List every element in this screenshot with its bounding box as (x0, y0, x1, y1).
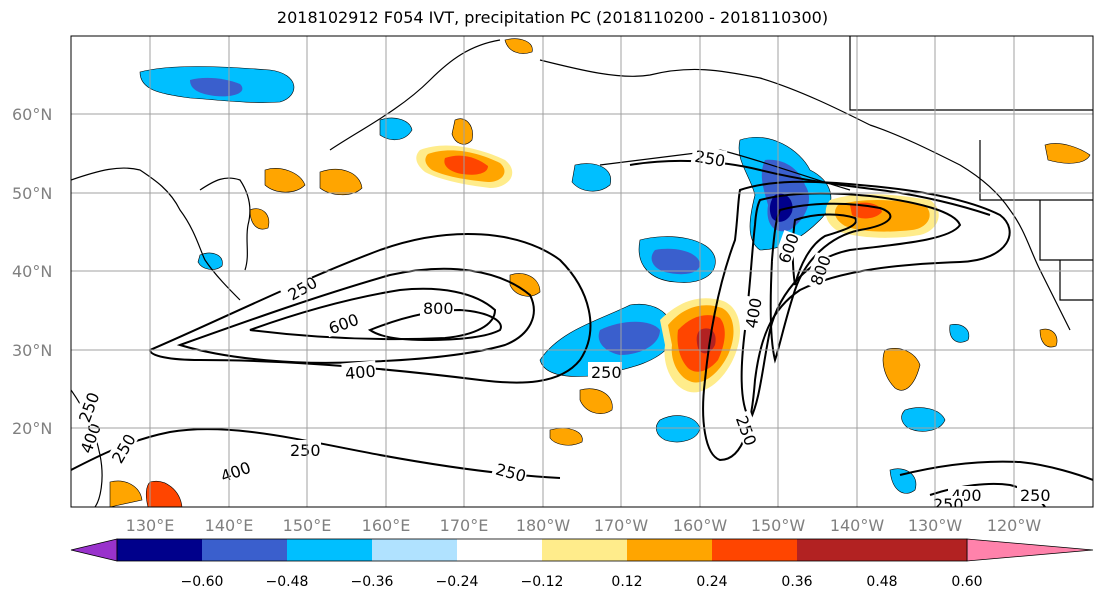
precip-region-positive (444, 155, 488, 175)
precip-region-positive (249, 208, 270, 230)
precip-region-negative (889, 468, 917, 494)
colorbar-segment (287, 539, 372, 561)
precip-region-positive (504, 38, 533, 54)
ivt-contour-400 (176, 267, 535, 364)
gridlines (71, 36, 1093, 507)
precip-region-negative (901, 407, 946, 432)
colorbar-tick-label: −0.36 (351, 574, 394, 590)
colorbar-tick-label: 0.36 (781, 574, 812, 590)
lon-tick-label: 130°E (126, 516, 175, 535)
ivt-label: 800 (423, 299, 454, 318)
colorbar-segment (797, 539, 882, 561)
lat-tick-label: 20°N (12, 419, 52, 438)
ivt-label: 250 (290, 441, 321, 460)
lon-tick-label: 150°E (283, 516, 332, 535)
precip-region-positive (1044, 143, 1091, 164)
lat-tick-label: 60°N (12, 105, 52, 124)
precip-region-positive (509, 273, 541, 297)
ivt-contour-250 (148, 232, 592, 384)
precip-region-positive (319, 168, 363, 196)
lon-tick-label: 170°E (440, 516, 489, 535)
colorbar-segment (627, 539, 712, 561)
lat-axis: 20°N 30°N 40°N 50°N 60°N (12, 105, 52, 438)
colorbar-tick-label: −0.60 (181, 574, 224, 590)
colorbar-segment (882, 539, 967, 561)
ivt-contour-250 (899, 460, 1093, 481)
precip-region-negative (651, 248, 700, 275)
lon-tick-label: 180°W (516, 516, 571, 535)
precip-region-negative (949, 324, 970, 343)
lon-tick-label: 120°W (987, 516, 1042, 535)
lon-tick-label: 160°E (362, 516, 411, 535)
lon-tick-label: 150°W (751, 516, 806, 535)
lon-tick-label: 160°W (673, 516, 728, 535)
colorbar-frame (116, 538, 968, 562)
precip-region-negative (769, 193, 793, 222)
map-title: 2018102912 F054 IVT, precipitation PC (2… (276, 8, 829, 27)
colorbar-tick-label: −0.12 (521, 574, 564, 590)
ivt-label: 250 (933, 495, 964, 514)
ivt-contour-600 (249, 287, 497, 341)
colorbar-tick-label: −0.24 (436, 574, 479, 590)
colorbar-tick-label: 0.60 (951, 574, 982, 590)
ivt-label: 250 (591, 363, 622, 382)
map-frame (70, 35, 1094, 508)
lon-tick-label: 140°E (205, 516, 254, 535)
ivt-label: 250 (1020, 486, 1051, 505)
ivt-label: 400 (344, 362, 376, 384)
precip-region-positive (1039, 328, 1058, 348)
ivt-contour-400 (740, 192, 962, 422)
lon-tick-label: 130°W (908, 516, 963, 535)
colorbar-tick-label: 0.48 (866, 574, 897, 590)
lat-tick-label: 30°N (12, 341, 52, 360)
colorbar-extend-high (966, 538, 1094, 562)
lat-tick-label: 50°N (12, 184, 52, 203)
colorbar-segment (202, 539, 287, 561)
lon-tick-label: 140°W (830, 516, 885, 535)
colorbar-segment (117, 539, 202, 561)
colorbar-tick-label: −0.48 (266, 574, 309, 590)
lon-tick-label: 170°W (594, 516, 649, 535)
precip-region-negative (598, 321, 660, 355)
ivt-contour-600 (769, 202, 892, 364)
ivt-contour-800 (791, 213, 857, 286)
precip-pc-shading (109, 38, 1091, 507)
precip-region-positive (264, 168, 306, 193)
precip-region-positive (579, 388, 613, 414)
precip-region-positive (109, 480, 143, 507)
precip-region-positive (549, 428, 583, 446)
colorbar-extend-low (70, 538, 118, 562)
colorbar-segment (542, 539, 627, 561)
colorbar-tick-label: 0.12 (611, 574, 642, 590)
lon-axis: 130°E 140°E 150°E 160°E 170°E 180°W 170°… (126, 516, 1042, 535)
coastlines (71, 36, 1093, 507)
colorbar-tick-label: 0.24 (696, 574, 727, 590)
colorbar-segment (712, 539, 797, 561)
precip-region-negative (571, 163, 612, 192)
precip-region-positive (882, 348, 921, 391)
precip-region-negative (656, 415, 701, 443)
precip-region-positive (145, 480, 183, 507)
lat-tick-label: 40°N (12, 262, 52, 281)
colorbar-segment (372, 539, 457, 561)
colorbar-segment (457, 539, 542, 561)
colorbar: −0.60 −0.48 −0.36 −0.24 −0.12 0.12 0.24 … (70, 538, 1094, 590)
ivt-labels: 250 600 800 400 250 250 600 800 400 250 … (73, 145, 1057, 514)
